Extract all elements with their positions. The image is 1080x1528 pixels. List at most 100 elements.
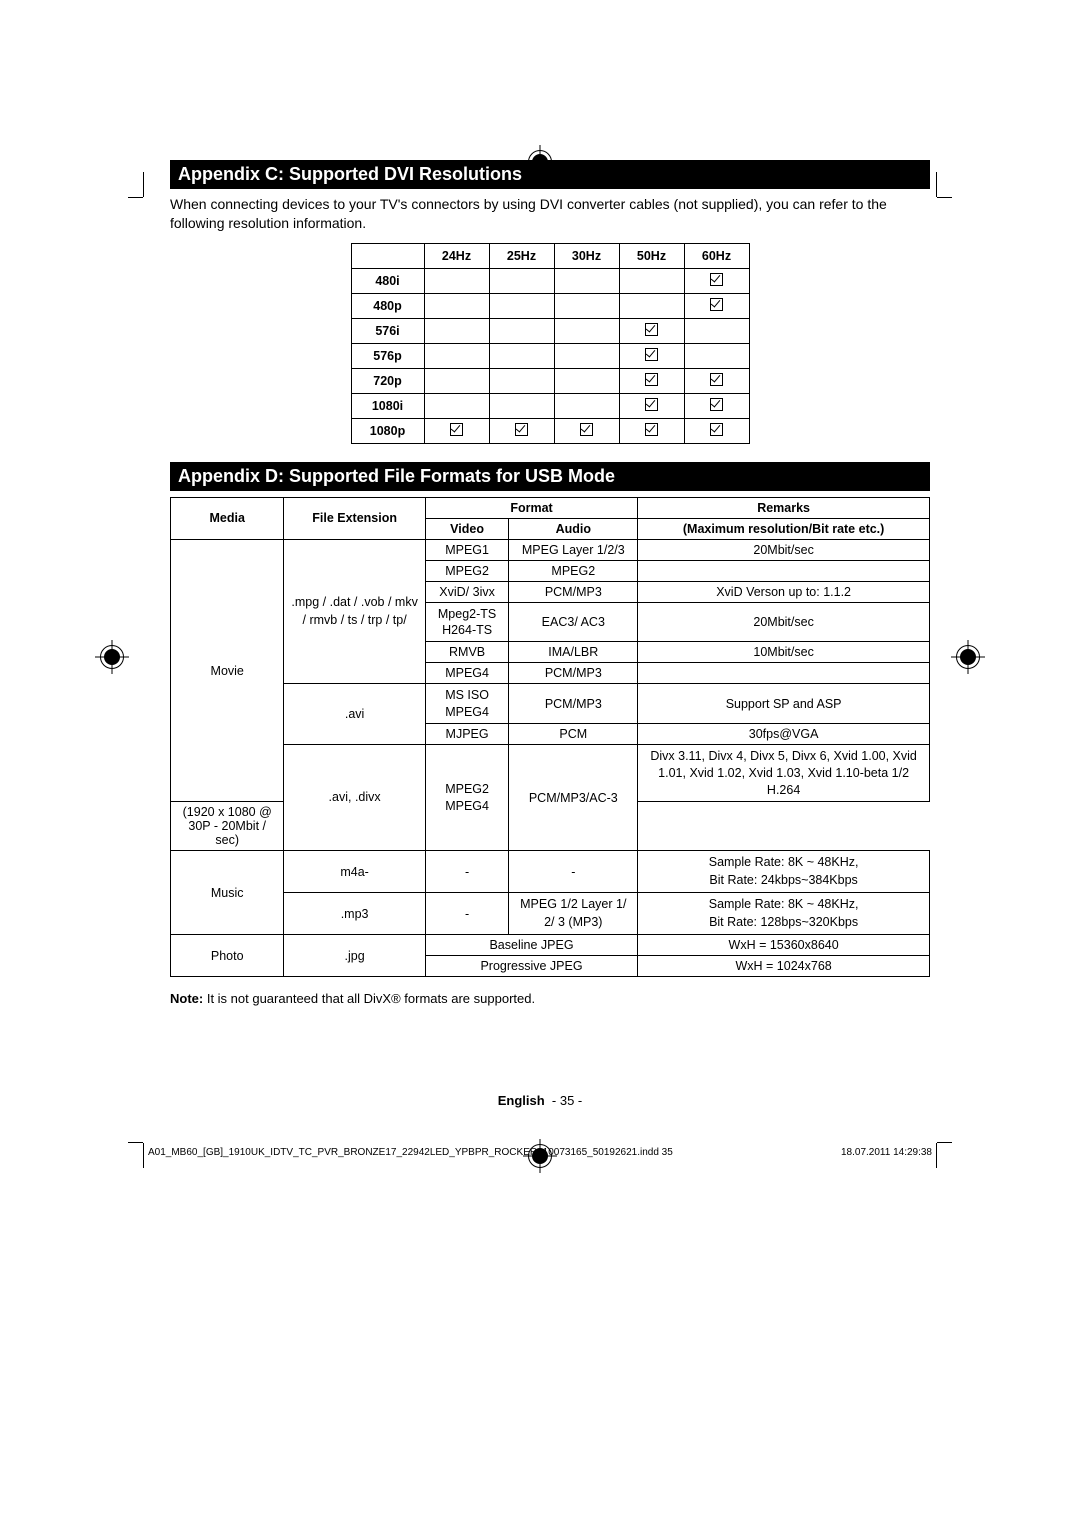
cell-audio: MPEG2 <box>509 560 638 581</box>
cell-video: MPEG1 <box>425 539 509 560</box>
cell-format: Baseline JPEG <box>425 935 637 956</box>
dvi-cell <box>619 293 684 318</box>
media-movie: Movie <box>171 539 284 802</box>
dvi-cell <box>619 368 684 393</box>
dvi-cell <box>619 268 684 293</box>
dvi-cell <box>684 393 749 418</box>
dvi-col-header: 50Hz <box>619 243 684 268</box>
dvi-row-header: 480p <box>351 293 424 318</box>
footer-date: 18.07.2011 14:29:38 <box>841 1147 932 1158</box>
dvi-cell <box>489 293 554 318</box>
check-icon <box>710 273 723 286</box>
ext-avi-divx: .avi, .divx <box>284 744 425 851</box>
dvi-cell <box>554 293 619 318</box>
cell-remark: 20Mbit/sec <box>638 539 930 560</box>
dvi-cell <box>489 318 554 343</box>
cell-remark: Sample Rate: 8K ~ 48KHz, Bit Rate: 24kbp… <box>638 851 930 893</box>
cell-remark: Sample Rate: 8K ~ 48KHz, Bit Rate: 128bp… <box>638 893 930 935</box>
cell-video: MPEG2 MPEG4 <box>425 744 509 851</box>
cell-audio: PCM/MP3/AC-3 <box>509 744 638 851</box>
dvi-cell <box>554 393 619 418</box>
dvi-cell <box>684 268 749 293</box>
usb-header-audio: Audio <box>509 518 638 539</box>
ext-mp3: .mp3 <box>284 893 425 935</box>
cell-video: MJPEG <box>425 723 509 744</box>
cell-audio: EAC3/ AC3 <box>509 602 638 642</box>
page: Appendix C: Supported DVI Resolutions Wh… <box>0 0 1080 1528</box>
cell-format: Progressive JPEG <box>425 956 637 977</box>
dvi-row-header: 1080p <box>351 418 424 443</box>
cell-video: MPEG2 <box>425 560 509 581</box>
check-icon <box>645 423 658 436</box>
cell-remark: XviD Verson up to: 1.1.2 <box>638 581 930 602</box>
usb-format-table: Media File Extension Format Remarks Vide… <box>170 497 930 978</box>
dvi-cell <box>684 368 749 393</box>
ext-movie: .mpg / .dat / .vob / mkv / rmvb / ts / t… <box>284 539 425 684</box>
footer-filename: A01_MB60_[GB]_1910UK_IDTV_TC_PVR_BRONZE1… <box>148 1147 673 1158</box>
dvi-row-header: 720p <box>351 368 424 393</box>
dvi-row-header: 1080i <box>351 393 424 418</box>
ext-jpg: .jpg <box>284 935 425 977</box>
cell-video: RMVB <box>425 642 509 663</box>
appendix-c-intro: When connecting devices to your TV's con… <box>170 195 930 233</box>
cell-audio: PCM/MP3 <box>509 581 638 602</box>
dvi-cell <box>684 293 749 318</box>
check-icon <box>710 373 723 386</box>
check-icon <box>710 298 723 311</box>
dvi-cell <box>554 343 619 368</box>
registration-mark-icon <box>956 645 980 669</box>
dvi-cell <box>684 343 749 368</box>
media-music: Music <box>171 851 284 935</box>
dvi-col-header: 60Hz <box>684 243 749 268</box>
usb-header-remarks-sub: (Maximum resolution/Bit rate etc.) <box>638 518 930 539</box>
usb-header-format: Format <box>425 497 637 518</box>
cell-remark: (1920 x 1080 @ 30P - 20Mbit / sec) <box>171 802 284 851</box>
usb-header-media: Media <box>171 497 284 539</box>
dvi-cell <box>619 393 684 418</box>
cell-audio: IMA/LBR <box>509 642 638 663</box>
dvi-cell <box>489 418 554 443</box>
dvi-cell <box>619 343 684 368</box>
registration-mark-icon <box>528 150 552 174</box>
dvi-cell <box>424 318 489 343</box>
check-icon <box>645 373 658 386</box>
dvi-cell <box>489 343 554 368</box>
dvi-col-header: 24Hz <box>424 243 489 268</box>
registration-mark-icon <box>100 645 124 669</box>
check-icon <box>645 348 658 361</box>
dvi-cell <box>489 368 554 393</box>
dvi-cell <box>424 293 489 318</box>
note-text: It is not guaranteed that all DivX® form… <box>203 991 535 1006</box>
footer-language: English - 35 - <box>0 1093 1080 1108</box>
dvi-cell <box>684 318 749 343</box>
check-icon <box>580 423 593 436</box>
cell-remark: WxH = 15360x8640 <box>638 935 930 956</box>
dvi-cell <box>554 268 619 293</box>
usb-header-fileext: File Extension <box>284 497 425 539</box>
dvi-cell <box>684 418 749 443</box>
cell-remark: 30fps@VGA <box>638 723 930 744</box>
dvi-cell <box>554 418 619 443</box>
cell-audio: MPEG Layer 1/2/3 <box>509 539 638 560</box>
cell-remark: Support SP and ASP <box>638 684 930 724</box>
media-photo: Photo <box>171 935 284 977</box>
dvi-col-header: 30Hz <box>554 243 619 268</box>
dvi-empty-header <box>351 243 424 268</box>
cell-video: MPEG4 <box>425 663 509 684</box>
dvi-cell <box>424 343 489 368</box>
cell-audio: - <box>509 851 638 893</box>
cell-remark: WxH = 1024x768 <box>638 956 930 977</box>
cell-remark <box>638 560 930 581</box>
cell-video: MS ISO MPEG4 <box>425 684 509 724</box>
check-icon <box>645 323 658 336</box>
cell-video: Mpeg2-TS H264-TS <box>425 602 509 642</box>
dvi-cell <box>554 368 619 393</box>
dvi-cell <box>619 418 684 443</box>
note-label: Note: <box>170 991 203 1006</box>
dvi-row-header: 480i <box>351 268 424 293</box>
dvi-cell <box>424 393 489 418</box>
check-icon <box>515 423 528 436</box>
check-icon <box>710 423 723 436</box>
check-icon <box>645 398 658 411</box>
dvi-col-header: 25Hz <box>489 243 554 268</box>
